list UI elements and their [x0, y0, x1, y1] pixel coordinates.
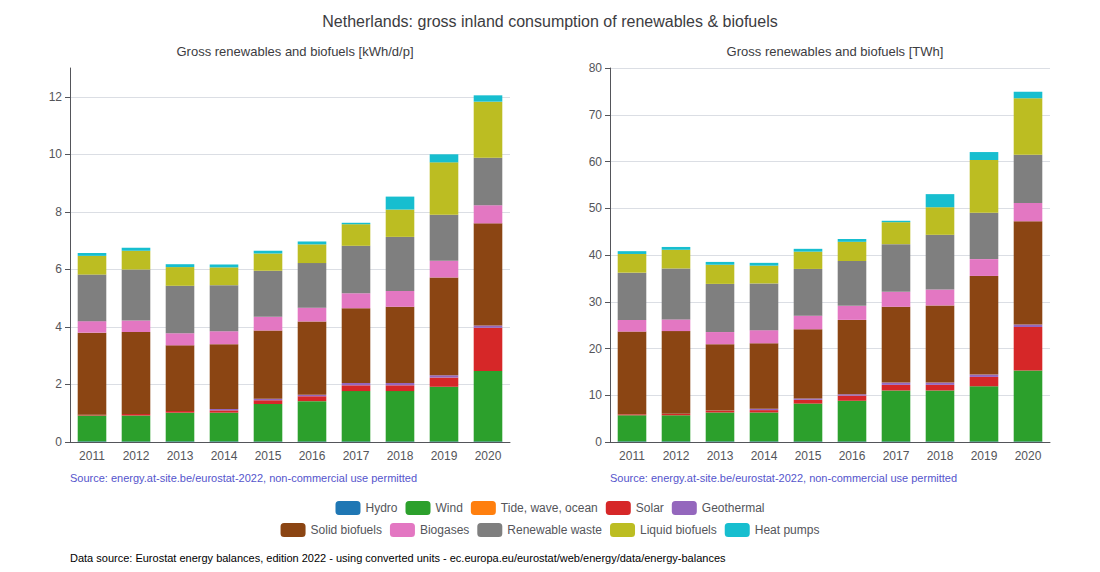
svg-text:0: 0: [55, 435, 62, 449]
svg-text:2019: 2019: [431, 449, 458, 463]
svg-text:2013: 2013: [167, 449, 194, 463]
svg-text:Biogases: Biogases: [420, 523, 469, 537]
svg-text:2017: 2017: [883, 449, 910, 463]
svg-text:2014: 2014: [211, 449, 238, 463]
svg-text:2015: 2015: [255, 449, 282, 463]
svg-text:Wind: Wind: [436, 501, 463, 515]
svg-text:2015: 2015: [795, 449, 822, 463]
svg-text:10: 10: [589, 388, 603, 402]
svg-text:2011: 2011: [619, 449, 645, 463]
svg-text:Geothermal: Geothermal: [702, 501, 765, 515]
svg-text:0: 0: [595, 435, 602, 449]
svg-text:Gross renewables and biofuels: Gross renewables and biofuels [TWh]: [727, 44, 944, 59]
svg-text:30: 30: [589, 295, 603, 309]
svg-text:2017: 2017: [343, 449, 370, 463]
svg-text:50: 50: [589, 201, 603, 215]
svg-text:Gross renewables and biofuels: Gross renewables and biofuels [kWh/d/p]: [176, 44, 413, 59]
svg-text:2013: 2013: [707, 449, 734, 463]
svg-text:2016: 2016: [299, 449, 326, 463]
svg-text:Source: energy.at-site.be/euro: Source: energy.at-site.be/eurostat-2022,…: [610, 472, 957, 484]
svg-text:2012: 2012: [123, 449, 150, 463]
svg-text:8: 8: [55, 205, 62, 219]
svg-text:2: 2: [55, 377, 62, 391]
svg-text:Tide, wave, ocean: Tide, wave, ocean: [501, 501, 598, 515]
svg-text:6: 6: [55, 262, 62, 276]
svg-text:10: 10: [49, 147, 63, 161]
svg-text:40: 40: [589, 248, 603, 262]
svg-text:Netherlands: gross inland cons: Netherlands: gross inland consumption of…: [322, 13, 777, 30]
svg-text:2019: 2019: [971, 449, 998, 463]
svg-text:Solar: Solar: [636, 501, 664, 515]
svg-text:Solid biofuels: Solid biofuels: [311, 523, 382, 537]
svg-text:4: 4: [55, 320, 62, 334]
svg-text:2014: 2014: [751, 449, 778, 463]
svg-text:Renewable waste: Renewable waste: [507, 523, 602, 537]
svg-text:2020: 2020: [1015, 449, 1042, 463]
svg-text:60: 60: [589, 155, 603, 169]
svg-text:2011: 2011: [79, 449, 105, 463]
svg-text:20: 20: [589, 342, 603, 356]
svg-text:2018: 2018: [927, 449, 954, 463]
svg-text:Source: energy.at-site.be/euro: Source: energy.at-site.be/eurostat-2022,…: [70, 472, 417, 484]
svg-text:2018: 2018: [387, 449, 414, 463]
svg-text:12: 12: [49, 90, 63, 104]
svg-text:2012: 2012: [663, 449, 690, 463]
svg-text:Liquid biofuels: Liquid biofuels: [640, 523, 717, 537]
svg-text:70: 70: [589, 108, 603, 122]
svg-text:80: 80: [589, 61, 603, 75]
svg-text:2016: 2016: [839, 449, 866, 463]
svg-text:Heat pumps: Heat pumps: [755, 523, 820, 537]
svg-text:2020: 2020: [475, 449, 502, 463]
svg-text:Data source: Eurostat energy b: Data source: Eurostat energy balances, e…: [70, 552, 726, 564]
svg-text:Hydro: Hydro: [365, 501, 397, 515]
